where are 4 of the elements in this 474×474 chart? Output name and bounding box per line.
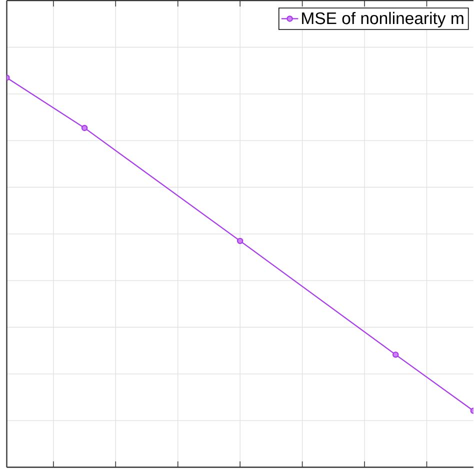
legend-label: MSE of nonlinearity m: [302, 12, 464, 28]
point: [392, 352, 399, 358]
point: [236, 238, 244, 244]
point: [81, 124, 88, 132]
